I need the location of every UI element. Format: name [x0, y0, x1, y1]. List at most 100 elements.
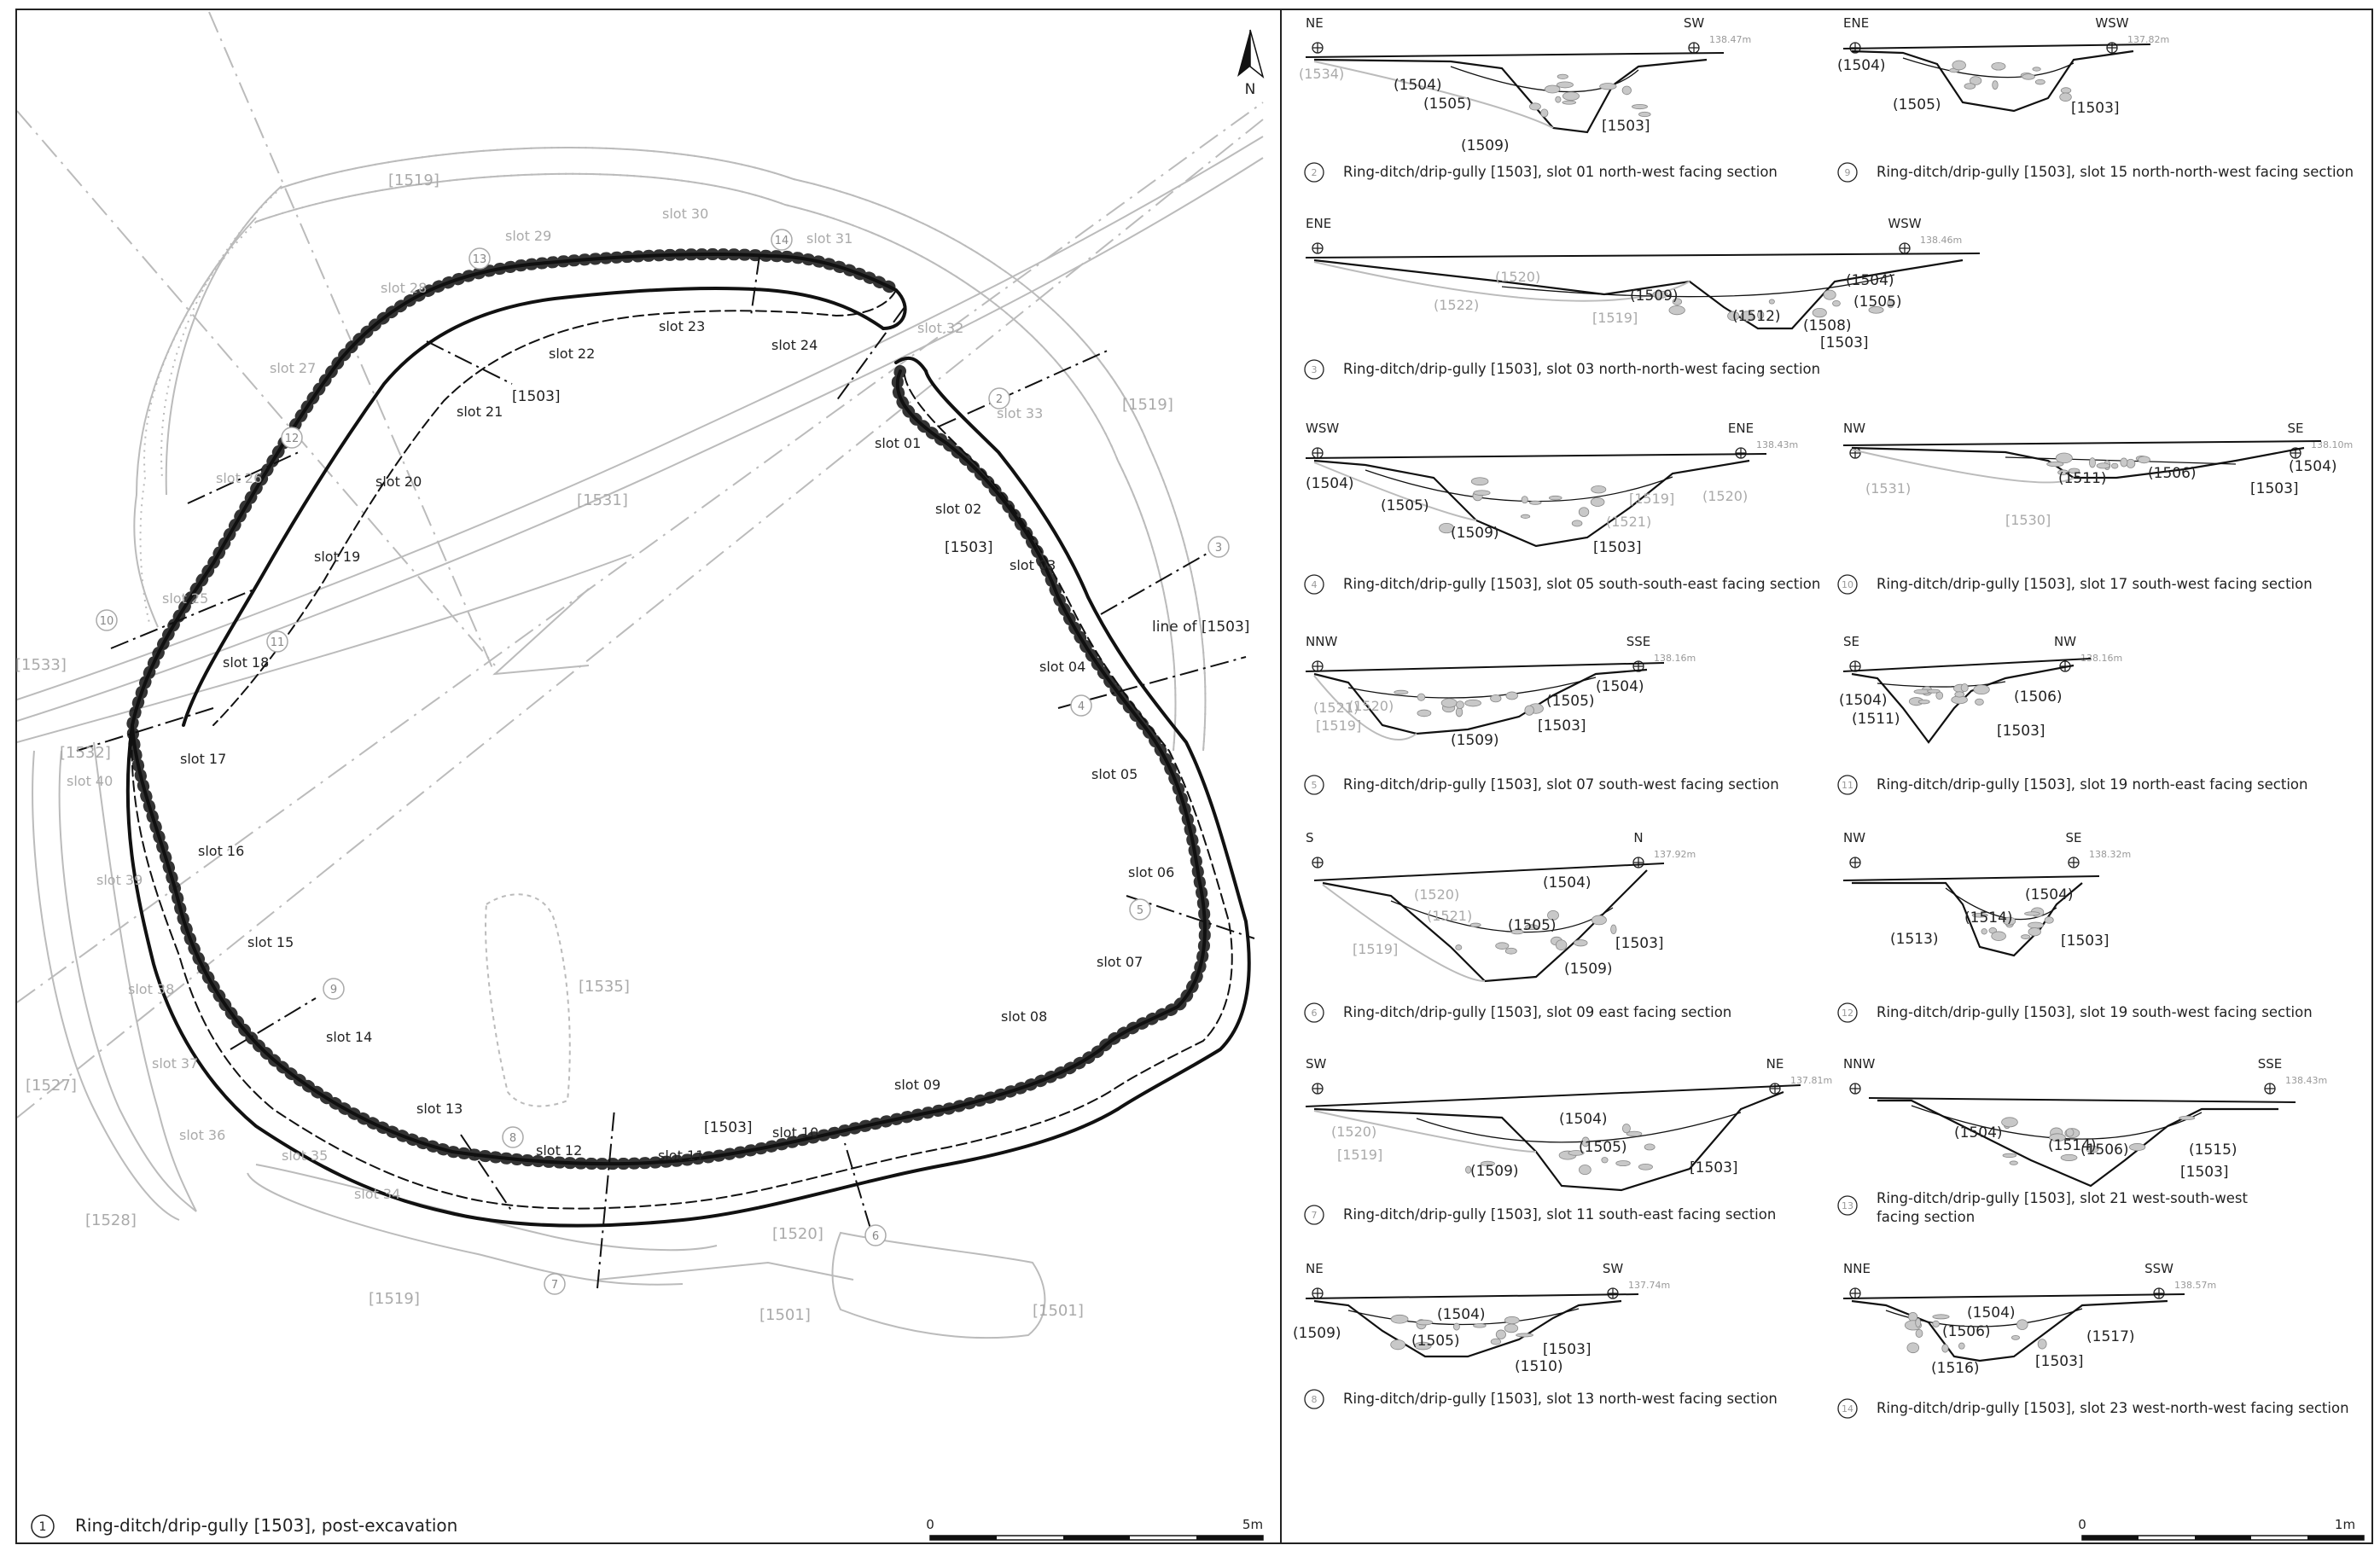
datum-left-icon [1312, 1083, 1324, 1095]
context-label: (1505) [1423, 96, 1472, 113]
context-label: (1504) [1967, 1304, 2016, 1322]
svg-text:6: 6 [872, 1230, 879, 1243]
section-caption-text: Ring-ditch/drip-gully [1503], slot 11 so… [1343, 1206, 1776, 1223]
slot-label-07: slot 07 [1097, 954, 1143, 970]
svg-text:2: 2 [996, 393, 1003, 406]
section-caption: 3 Ring-ditch/drip-gully [1503], slot 03 n… [1304, 359, 1820, 380]
section-caption: 14 Ring-ditch/drip-gully [1503], slot 23 … [1837, 1398, 2349, 1419]
context-label: (1514) [1964, 909, 2013, 927]
slot-label-06: slot 06 [1128, 864, 1174, 880]
label-1503-south: [1503] [704, 1119, 753, 1136]
section-caption-number: 5 [1312, 780, 1318, 791]
section-height-label: 138.43m [2285, 1075, 2327, 1086]
slot-label-14: slot 14 [326, 1029, 372, 1045]
section-caption-number: 3 [1312, 364, 1318, 375]
slot-label-21: slot 21 [457, 404, 503, 420]
slot-label-19: slot 19 [314, 549, 360, 565]
section-marker-4: 4 [1070, 694, 1092, 717]
north-arrow: N [1237, 29, 1265, 98]
slot-label-30: slot 30 [662, 206, 708, 222]
section-height-label: 137.81m [1790, 1075, 1832, 1086]
context-label: (1506) [2080, 1141, 2129, 1159]
context-label: (1509) [1451, 525, 1499, 542]
section-caption-number: 13 [1842, 1200, 1853, 1211]
context-label: (1506) [2014, 688, 2063, 706]
section-7: SW NE 137.81m (1504) (1505) (1509) [1503] (1520… [1304, 1056, 1832, 1225]
context-label: (1512) [1732, 308, 1781, 325]
plan-scale-end: 5m [1242, 1517, 1263, 1532]
svg-text:5: 5 [1137, 904, 1143, 917]
slot-label-20: slot 20 [375, 473, 422, 490]
section-height-label: 137.82m [2127, 34, 2169, 45]
datum-left-icon [1312, 857, 1324, 868]
section-left-direction: ENE [1843, 15, 1869, 31]
context-label: (1505) [1508, 917, 1557, 934]
slot-label-15: slot 15 [247, 934, 294, 950]
context-label-grey: (1531) [1865, 480, 1911, 497]
context-label: (1505) [1546, 693, 1595, 710]
section-caption-text: Ring-ditch/drip-gully [1503], slot 07 so… [1343, 776, 1779, 793]
section-caption-text: Ring-ditch/drip-gully [1503], slot 09 ea… [1343, 1004, 1731, 1020]
slot-label-39: slot 39 [96, 872, 143, 888]
context-label: (1504) [1306, 475, 1354, 492]
label-1501-b: [1501] [1033, 1302, 1084, 1320]
section-right-direction: N [1633, 830, 1643, 845]
section-left-direction: ENE [1306, 216, 1331, 231]
section-marker-5: 5 [1129, 898, 1151, 921]
section-caption: 5 Ring-ditch/drip-gully [1503], slot 07 s… [1304, 775, 1779, 795]
section-marker-11: 11 [266, 630, 288, 653]
slot-label-27: slot 27 [270, 360, 316, 376]
section-left-direction: NNE [1843, 1261, 1871, 1276]
section-caption: 13 Ring-ditch/drip-gully [1503], slot 21 … [1837, 1190, 2248, 1225]
section-caption: 11 Ring-ditch/drip-gully [1503], slot 19 … [1837, 775, 2307, 795]
section-12: NW SE 138.32m (1504) (1514) (1513) [1503] 12 Rin… [1837, 830, 2313, 1023]
context-label: (1504) [1559, 1111, 1608, 1128]
slot-label-09: slot 09 [894, 1077, 940, 1093]
context-label: (1504) [1437, 1306, 1486, 1323]
datum-right-icon [2264, 1083, 2276, 1095]
svg-text:3: 3 [1215, 542, 1222, 555]
section-left-direction: SW [1306, 1056, 1327, 1072]
context-label: (1504) [1837, 57, 1886, 74]
context-label: (1505) [1893, 96, 1941, 113]
context-label: (1509) [1461, 137, 1510, 154]
section-caption-text: Ring-ditch/drip-gully [1503], slot 17 so… [1877, 576, 2313, 592]
slot-label-31: slot 31 [806, 230, 852, 247]
section-marker-9: 9 [323, 978, 345, 1000]
section-caption-text: Ring-ditch/drip-gully [1503], slot 05 so… [1343, 576, 1820, 592]
section-caption: 2 Ring-ditch/drip-gully [1503], slot 01 n… [1304, 162, 1778, 183]
section-left-direction: NW [1843, 421, 1865, 436]
label-line-of-1503: line of [1503] [1152, 619, 1249, 636]
section-height-label: 138.16m [2080, 653, 2122, 664]
context-label-grey: [1519] [1629, 491, 1674, 507]
datum-left-icon [1312, 447, 1324, 459]
svg-text:11: 11 [271, 636, 285, 649]
context-label: [1503] [2250, 480, 2299, 497]
context-label-grey: (1522) [1434, 297, 1479, 313]
datum-left-icon [1849, 660, 1861, 672]
section-right-direction: SW [1603, 1261, 1624, 1276]
sections-panel [1282, 9, 2373, 1544]
feature-1535-outline [485, 893, 571, 1107]
section-left-direction: NE [1306, 1261, 1324, 1276]
context-label-grey: (1521) [1427, 908, 1472, 924]
context-label: (1504) [2025, 886, 2074, 903]
section-height-label: 138.16m [1654, 653, 1696, 664]
section-marker-10: 10 [96, 609, 118, 631]
datum-right-icon [1607, 1287, 1619, 1299]
context-label: (1508) [1803, 317, 1852, 334]
label-1501-a: [1501] [759, 1306, 811, 1324]
context-label: (1504) [1596, 678, 1644, 695]
section-right-direction: WSW [2095, 15, 2128, 31]
section-marker-6: 6 [864, 1224, 887, 1246]
context-label: [1503] [1997, 723, 2045, 740]
context-label: (1509) [1470, 1163, 1519, 1180]
section-right-direction: NE [1766, 1056, 1784, 1072]
datum-right-icon [1632, 857, 1644, 868]
datum-right-icon [1688, 42, 1700, 54]
section-caption-text-line2: facing section [1877, 1209, 1975, 1225]
section-marker-14: 14 [771, 229, 793, 251]
